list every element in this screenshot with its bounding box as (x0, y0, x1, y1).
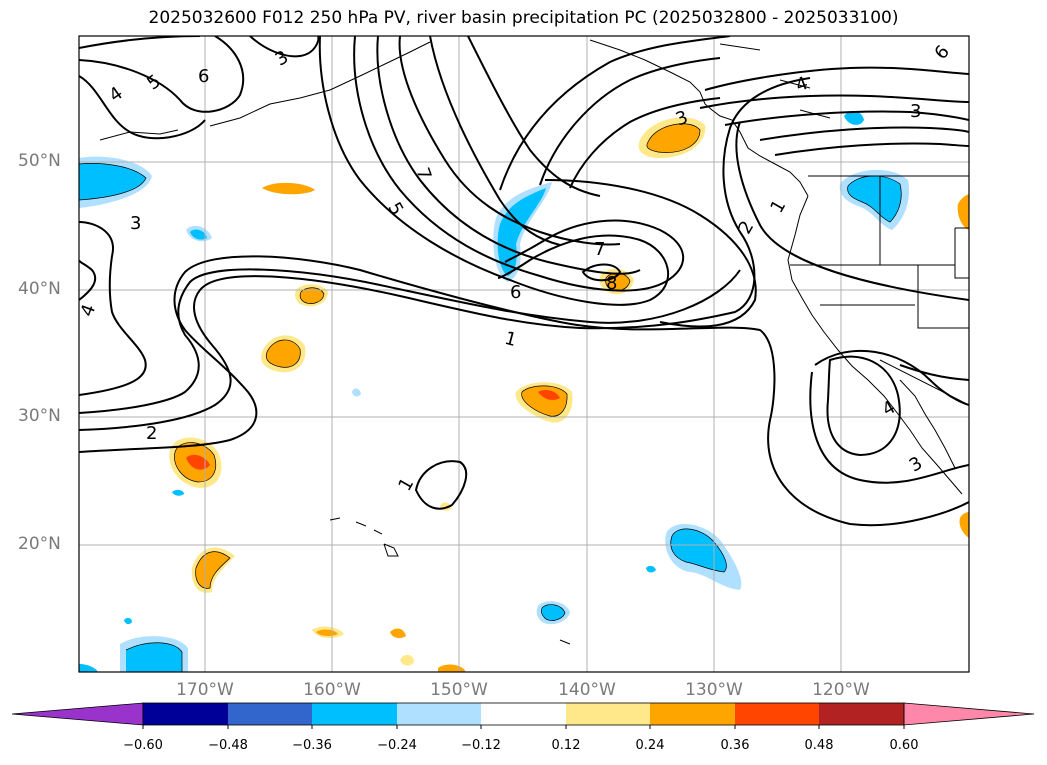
colorbar-swatch (397, 703, 481, 725)
colorbar-tick-label: 0.36 (720, 738, 750, 753)
map-frame (78, 35, 970, 673)
precip-blob (844, 111, 864, 125)
contour-label: 8 (606, 273, 617, 294)
precip-blob (538, 390, 560, 400)
colorbar-tick-label: 0.60 (889, 738, 919, 753)
lon-label: 160°W (303, 680, 361, 700)
lat-label: 50°N (18, 151, 61, 171)
colorbar (11, 702, 1035, 729)
precip-blob (79, 163, 146, 200)
colorbar-swatch (566, 703, 650, 725)
contour-label: 3 (910, 101, 921, 122)
precip-blob (124, 617, 132, 625)
plot-area: 3 6 3 4 5 3 4 7 5 7 6 8 1 2 1 2 1 4 3 4 … (79, 36, 969, 672)
colorbar-swatch (735, 703, 819, 725)
colorbar-swatch (650, 703, 735, 725)
lon-label: 130°W (685, 680, 743, 700)
colorbar-tick-label: −0.24 (377, 738, 417, 753)
colorbar-tick-label: 0.12 (551, 738, 581, 753)
precip-blob (195, 551, 230, 589)
precip-blob (497, 188, 546, 276)
precip-blob (390, 628, 406, 639)
precip-blob (352, 388, 361, 397)
contour-label: 2 (146, 423, 157, 444)
colorbar-swatch (481, 703, 566, 725)
colorbar-swatch (11, 702, 144, 726)
precip-blob (190, 229, 207, 240)
contour-label: 7 (594, 239, 605, 260)
colorbar-tick-label: 0.48 (804, 738, 834, 753)
colorbar-tick-label: −0.48 (208, 738, 248, 753)
contour-label: 1 (502, 328, 518, 351)
colorbar-swatch (819, 703, 904, 725)
colorbar-swatch (903, 702, 1035, 726)
colorbar-tick-label: −0.12 (461, 738, 501, 753)
lon-label: 150°W (430, 680, 488, 700)
lon-label: 170°W (176, 680, 234, 700)
precip-blob (79, 664, 98, 672)
precip-blob (126, 642, 182, 672)
colorbar-tick-label: −0.36 (292, 738, 332, 753)
contour-label: 6 (510, 282, 521, 303)
colorbar-tick-label: −0.60 (123, 738, 163, 753)
precip-blob (266, 339, 301, 368)
lat-label: 30°N (18, 406, 61, 426)
precip-blob (186, 454, 210, 470)
precip-blob (959, 512, 969, 538)
precip-blob (957, 194, 969, 230)
lat-label: 20°N (18, 534, 61, 554)
colorbar-tick-label: 0.24 (635, 738, 665, 753)
colorbar-swatch (143, 703, 228, 725)
precip-blob (172, 489, 184, 496)
gridlines (79, 36, 969, 672)
lat-label: 40°N (18, 279, 61, 299)
precip-blob (262, 182, 315, 195)
contour-label: 6 (198, 66, 209, 87)
precip-blob (646, 565, 656, 573)
pv-contours (79, 36, 969, 527)
colorbar-swatch (228, 703, 312, 725)
precip-blob (847, 175, 902, 222)
precip-blob (541, 604, 565, 621)
map-title: 2025032600 F012 250 hPa PV, river basin … (148, 8, 899, 28)
lon-label: 140°W (558, 680, 616, 700)
precip-blob (400, 654, 414, 666)
precip-blob (300, 287, 324, 304)
lon-label: 120°W (812, 680, 870, 700)
colorbar-swatch (312, 703, 397, 725)
precip-blob (646, 123, 700, 153)
precip-anomaly-outlines (79, 123, 902, 672)
contour-label: 3 (130, 213, 141, 234)
